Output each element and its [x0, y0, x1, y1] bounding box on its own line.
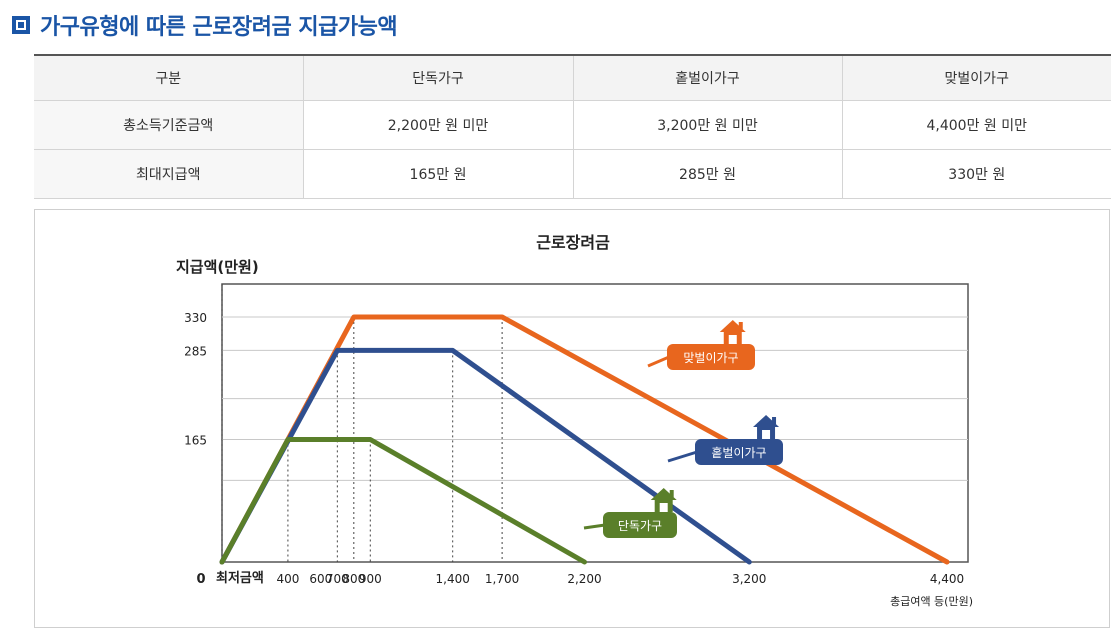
series-label-badge — [667, 344, 755, 370]
series-label-connector — [647, 355, 670, 368]
table-row: 최대지급액 165만 원 285만 원 330만 원 — [34, 149, 1111, 199]
table-header-cell: 단독가구 — [302, 54, 573, 101]
series-line — [219, 437, 587, 565]
x-tick-label: 400 — [276, 572, 299, 586]
house-icon — [659, 503, 668, 512]
table-cell: 4,400만 원 미만 — [841, 100, 1111, 150]
y-tick-label: 165 — [184, 434, 207, 448]
house-icon — [738, 322, 743, 329]
series-label: 홑벌이가구 — [711, 446, 766, 460]
origin-label: 0 — [196, 572, 205, 587]
house-icon — [728, 335, 737, 344]
table-cell: 3,200만 원 미만 — [572, 100, 842, 150]
y-tick-label: 285 — [184, 344, 207, 358]
square-bullet-icon — [12, 16, 30, 34]
x-axis-label: 총급여액 등(만원) — [890, 595, 973, 608]
table-header-cell: 구분 — [34, 54, 303, 101]
min-wage-label: 최저금액 — [216, 571, 264, 586]
x-tick-label: 3,200 — [732, 572, 766, 586]
table-row-label: 최대지급액 — [34, 149, 303, 199]
table-header-cell: 홑벌이가구 — [572, 54, 842, 101]
table-cell: 165만 원 — [302, 149, 573, 199]
chart-panel: 근로장려금 지급액(만원) 165 285 330 400 600 700 800 900 1,… — [34, 209, 1110, 628]
table-header-row: 구분 단독가구 홑벌이가구 맞벌이가구 — [34, 54, 1111, 101]
x-tick-label: 600 — [309, 572, 332, 586]
x-tick-label: 1,400 — [436, 572, 470, 586]
series-label: 맞벌이가구 — [683, 351, 738, 365]
x-tick-label: 700 — [326, 572, 349, 586]
table-cell: 285만 원 — [572, 149, 842, 199]
x-tick-label: 1,700 — [485, 572, 519, 586]
table-cell: 2,200만 원 미만 — [302, 100, 573, 150]
y-tick-label: 330 — [184, 311, 207, 325]
series-label-connector — [667, 450, 698, 463]
x-tick-label: 2,200 — [567, 572, 601, 586]
table-header-cell: 맞벌이가구 — [841, 54, 1111, 101]
series-label-badge — [695, 439, 783, 465]
plot-frame — [221, 283, 969, 563]
series-label-connector — [583, 523, 606, 530]
table-row: 총소득기준금액 2,200만 원 미만 3,200만 원 미만 4,400만 원… — [34, 100, 1111, 150]
series-label: 단독가구 — [618, 519, 662, 533]
table-cell: 330만 원 — [841, 149, 1111, 199]
series-label-badge — [603, 512, 677, 538]
section-title: 가구유형에 따른 근로장려금 지급가능액 — [12, 10, 398, 40]
x-tick-label: 4,400 — [930, 572, 964, 586]
x-tick-label: 900 — [359, 572, 382, 586]
house-icon — [772, 417, 777, 424]
table-row-label: 총소득기준금액 — [34, 100, 303, 150]
eligibility-table: 구분 단독가구 홑벌이가구 맞벌이가구 총소득기준금액 2,200만 원 미만 … — [34, 54, 1111, 199]
chart-title: 근로장려금 — [536, 233, 610, 252]
house-icon — [762, 430, 771, 439]
y-axis-label: 지급액(만원) — [176, 258, 259, 276]
x-tick-label: 800 — [342, 572, 365, 586]
house-icon — [669, 490, 674, 497]
page-title: 가구유형에 따른 근로장려금 지급가능액 — [40, 15, 398, 40]
